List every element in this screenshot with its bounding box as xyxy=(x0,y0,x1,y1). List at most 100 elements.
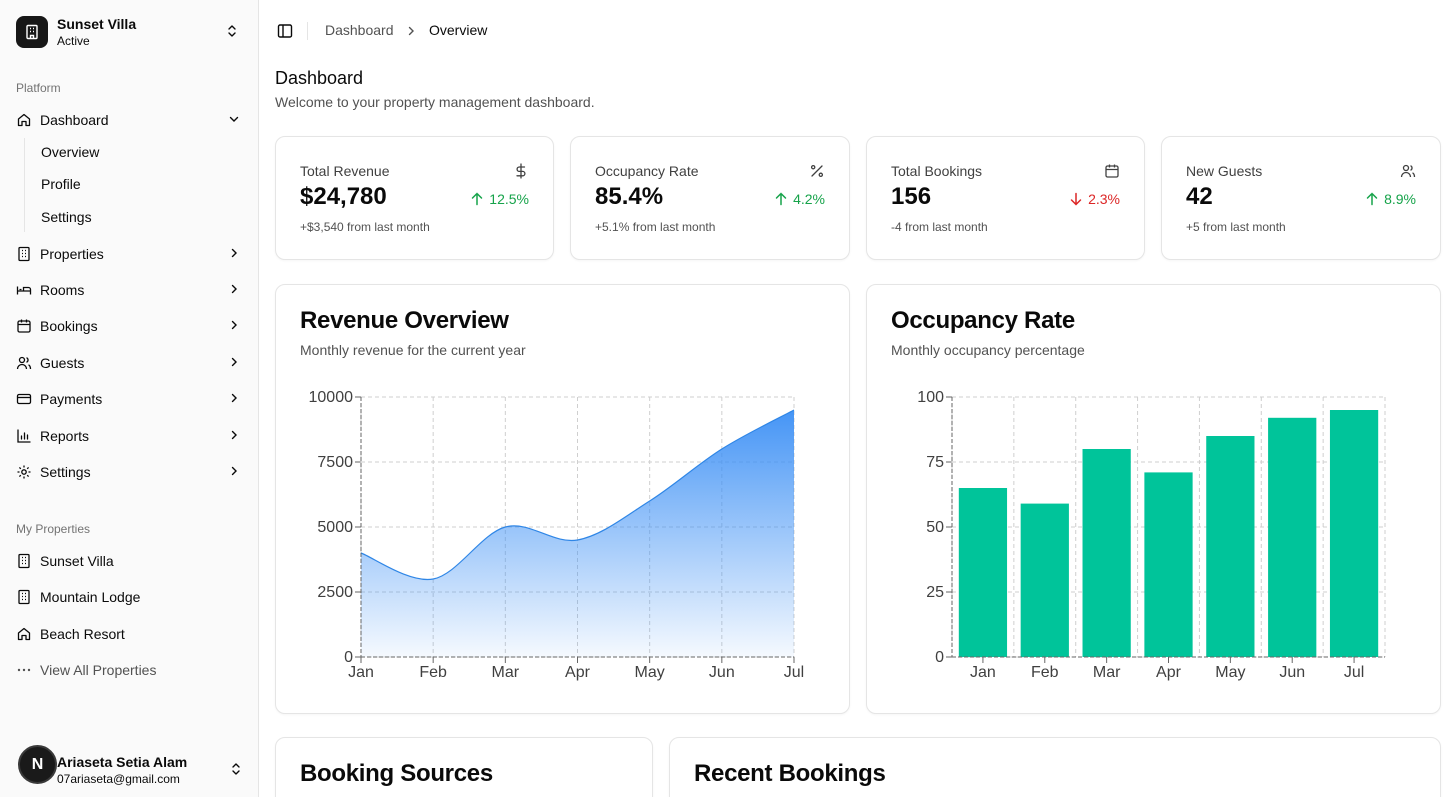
sidebar-item-label: Payments xyxy=(40,391,103,407)
y-tick-label: 25 xyxy=(926,584,944,601)
building-icon xyxy=(16,589,32,605)
stat-card-guests: New Guests 42 8.9% +5 from last month xyxy=(1161,136,1441,260)
card-title: Recent Bookings xyxy=(694,760,886,787)
chevron-right-icon xyxy=(227,318,241,335)
sidebar-item-label: Settings xyxy=(40,464,91,480)
property-label: Mountain Lodge xyxy=(40,589,141,605)
occupancy-bar xyxy=(1144,472,1193,657)
occupancy-bar xyxy=(1268,417,1317,657)
users-icon xyxy=(1400,163,1416,179)
y-tick-label: 2500 xyxy=(317,584,353,601)
chevrons-up-down-icon xyxy=(225,23,239,44)
calendar-icon xyxy=(1104,163,1120,179)
occupancy-bar-chart: 0 25 50 75 100 Jan Feb Mar Apr May Jun Jul xyxy=(917,389,1386,681)
sidebar-item-label: Rooms xyxy=(40,282,85,298)
stat-card-occupancy: Occupancy Rate 85.4% 4.2% +5.1% from las… xyxy=(570,136,850,260)
chevron-right-icon xyxy=(227,464,241,481)
home-icon xyxy=(16,112,32,128)
sidebar-subitem-overview[interactable]: Overview xyxy=(41,144,100,160)
user-name: Ariaseta Setia Alam xyxy=(57,754,188,770)
y-tick-label: 7500 xyxy=(317,454,353,471)
stat-label: New Guests xyxy=(1186,163,1263,179)
gear-icon xyxy=(16,464,32,480)
sidebar-item-payments[interactable]: Payments xyxy=(16,384,244,414)
user-menu[interactable]: N Ariaseta Setia Alam 07ariaseta@gmail.c… xyxy=(18,745,246,786)
breadcrumb-current: Overview xyxy=(429,22,488,38)
chart-subtitle: Monthly occupancy percentage xyxy=(891,342,1085,358)
stat-change-value: 12.5% xyxy=(489,191,529,207)
x-tick-label: May xyxy=(1215,664,1245,681)
property-label: Sunset Villa xyxy=(40,553,114,569)
y-tick-label: 75 xyxy=(926,454,944,471)
building-icon xyxy=(16,553,32,569)
workspace-switcher[interactable]: Sunset Villa Active xyxy=(16,14,246,50)
stat-note: +$3,540 from last month xyxy=(300,220,430,234)
sidebar-item-bookings[interactable]: Bookings xyxy=(16,311,244,341)
view-all-label: View All Properties xyxy=(40,662,157,678)
sidebar-item-label: Dashboard xyxy=(40,112,109,128)
occupancy-bar xyxy=(1329,410,1379,657)
x-tick-label: Apr xyxy=(1156,664,1182,681)
sidebar-toggle-icon[interactable] xyxy=(276,22,294,40)
stat-card-revenue: Total Revenue $24,780 12.5% +$3,540 from… xyxy=(275,136,554,260)
bed-icon xyxy=(16,282,32,298)
sidebar-item-properties[interactable]: Properties xyxy=(16,239,244,269)
property-item-sunset-villa[interactable]: Sunset Villa xyxy=(16,546,244,576)
y-tick-label: 0 xyxy=(344,649,353,666)
stat-value: $24,780 xyxy=(300,183,387,210)
x-tick-label: Jan xyxy=(348,664,374,681)
property-item-mountain-lodge[interactable]: Mountain Lodge xyxy=(16,582,244,612)
workspace-name: Sunset Villa xyxy=(57,16,137,32)
submenu-guide xyxy=(24,138,25,232)
sidebar-item-dashboard[interactable]: Dashboard xyxy=(16,105,244,135)
y-tick-label: 100 xyxy=(917,389,944,406)
sidebar-subitem-settings[interactable]: Settings xyxy=(41,209,92,225)
x-tick-label: Jun xyxy=(709,664,735,681)
chevrons-up-down-icon xyxy=(229,761,243,782)
occupancy-chart-card: Occupancy Rate Monthly occupancy percent… xyxy=(866,284,1441,714)
x-tick-label: Jul xyxy=(1344,664,1364,681)
occupancy-bar xyxy=(1082,449,1131,657)
stat-label: Occupancy Rate xyxy=(595,163,699,179)
x-tick-label: Mar xyxy=(1093,664,1121,681)
sidebar-item-label: Properties xyxy=(40,246,104,262)
percent-icon xyxy=(809,163,825,179)
y-tick-label: 5000 xyxy=(317,519,353,536)
revenue-area-chart: 0 2500 5000 7500 10000 Jan Feb Mar Apr May Jun Jul xyxy=(309,389,805,681)
x-tick-label: Feb xyxy=(1031,664,1059,681)
sidebar: Sunset Villa Active Platform Dashboard O… xyxy=(0,0,259,797)
avatar: N xyxy=(18,745,57,784)
view-all-properties-link[interactable]: View All Properties xyxy=(16,655,244,685)
credit-card-icon xyxy=(16,391,32,407)
chart-title: Revenue Overview xyxy=(300,307,509,334)
page-subtitle: Welcome to your property management dash… xyxy=(275,94,595,110)
bar-chart-icon xyxy=(16,428,32,444)
stat-change-value: 4.2% xyxy=(793,191,825,207)
stat-change: 4.2% xyxy=(775,191,825,207)
sidebar-item-guests[interactable]: Guests xyxy=(16,348,244,378)
sidebar-item-settings[interactable]: Settings xyxy=(16,457,244,487)
property-item-beach-resort[interactable]: Beach Resort xyxy=(16,619,244,649)
chevron-right-icon xyxy=(227,391,241,408)
main-content: Dashboard Overview Dashboard Welcome to … xyxy=(259,0,1456,797)
sidebar-item-reports[interactable]: Reports xyxy=(16,421,244,451)
chevron-right-icon xyxy=(227,355,241,372)
page-title: Dashboard xyxy=(275,68,364,88)
x-tick-label: Jul xyxy=(784,664,804,681)
breadcrumb-parent[interactable]: Dashboard xyxy=(325,22,394,38)
occupancy-bar xyxy=(1206,436,1255,657)
revenue-chart-card: Revenue Overview Monthly revenue for the… xyxy=(275,284,850,714)
sidebar-subitem-profile[interactable]: Profile xyxy=(41,176,81,192)
my-properties-group-label: My Properties xyxy=(16,522,91,536)
chevron-right-icon xyxy=(227,428,241,445)
stat-value: 42 xyxy=(1186,183,1213,210)
stat-value: 156 xyxy=(891,183,932,210)
revenue-line xyxy=(360,409,795,581)
stat-change: 2.3% xyxy=(1070,191,1120,207)
chevron-right-icon xyxy=(227,246,241,263)
y-tick-label: 50 xyxy=(926,519,944,536)
sidebar-item-rooms[interactable]: Rooms xyxy=(16,275,244,305)
chevron-down-icon xyxy=(227,112,241,129)
stat-note: -4 from last month xyxy=(891,220,988,234)
home-icon xyxy=(16,626,32,642)
